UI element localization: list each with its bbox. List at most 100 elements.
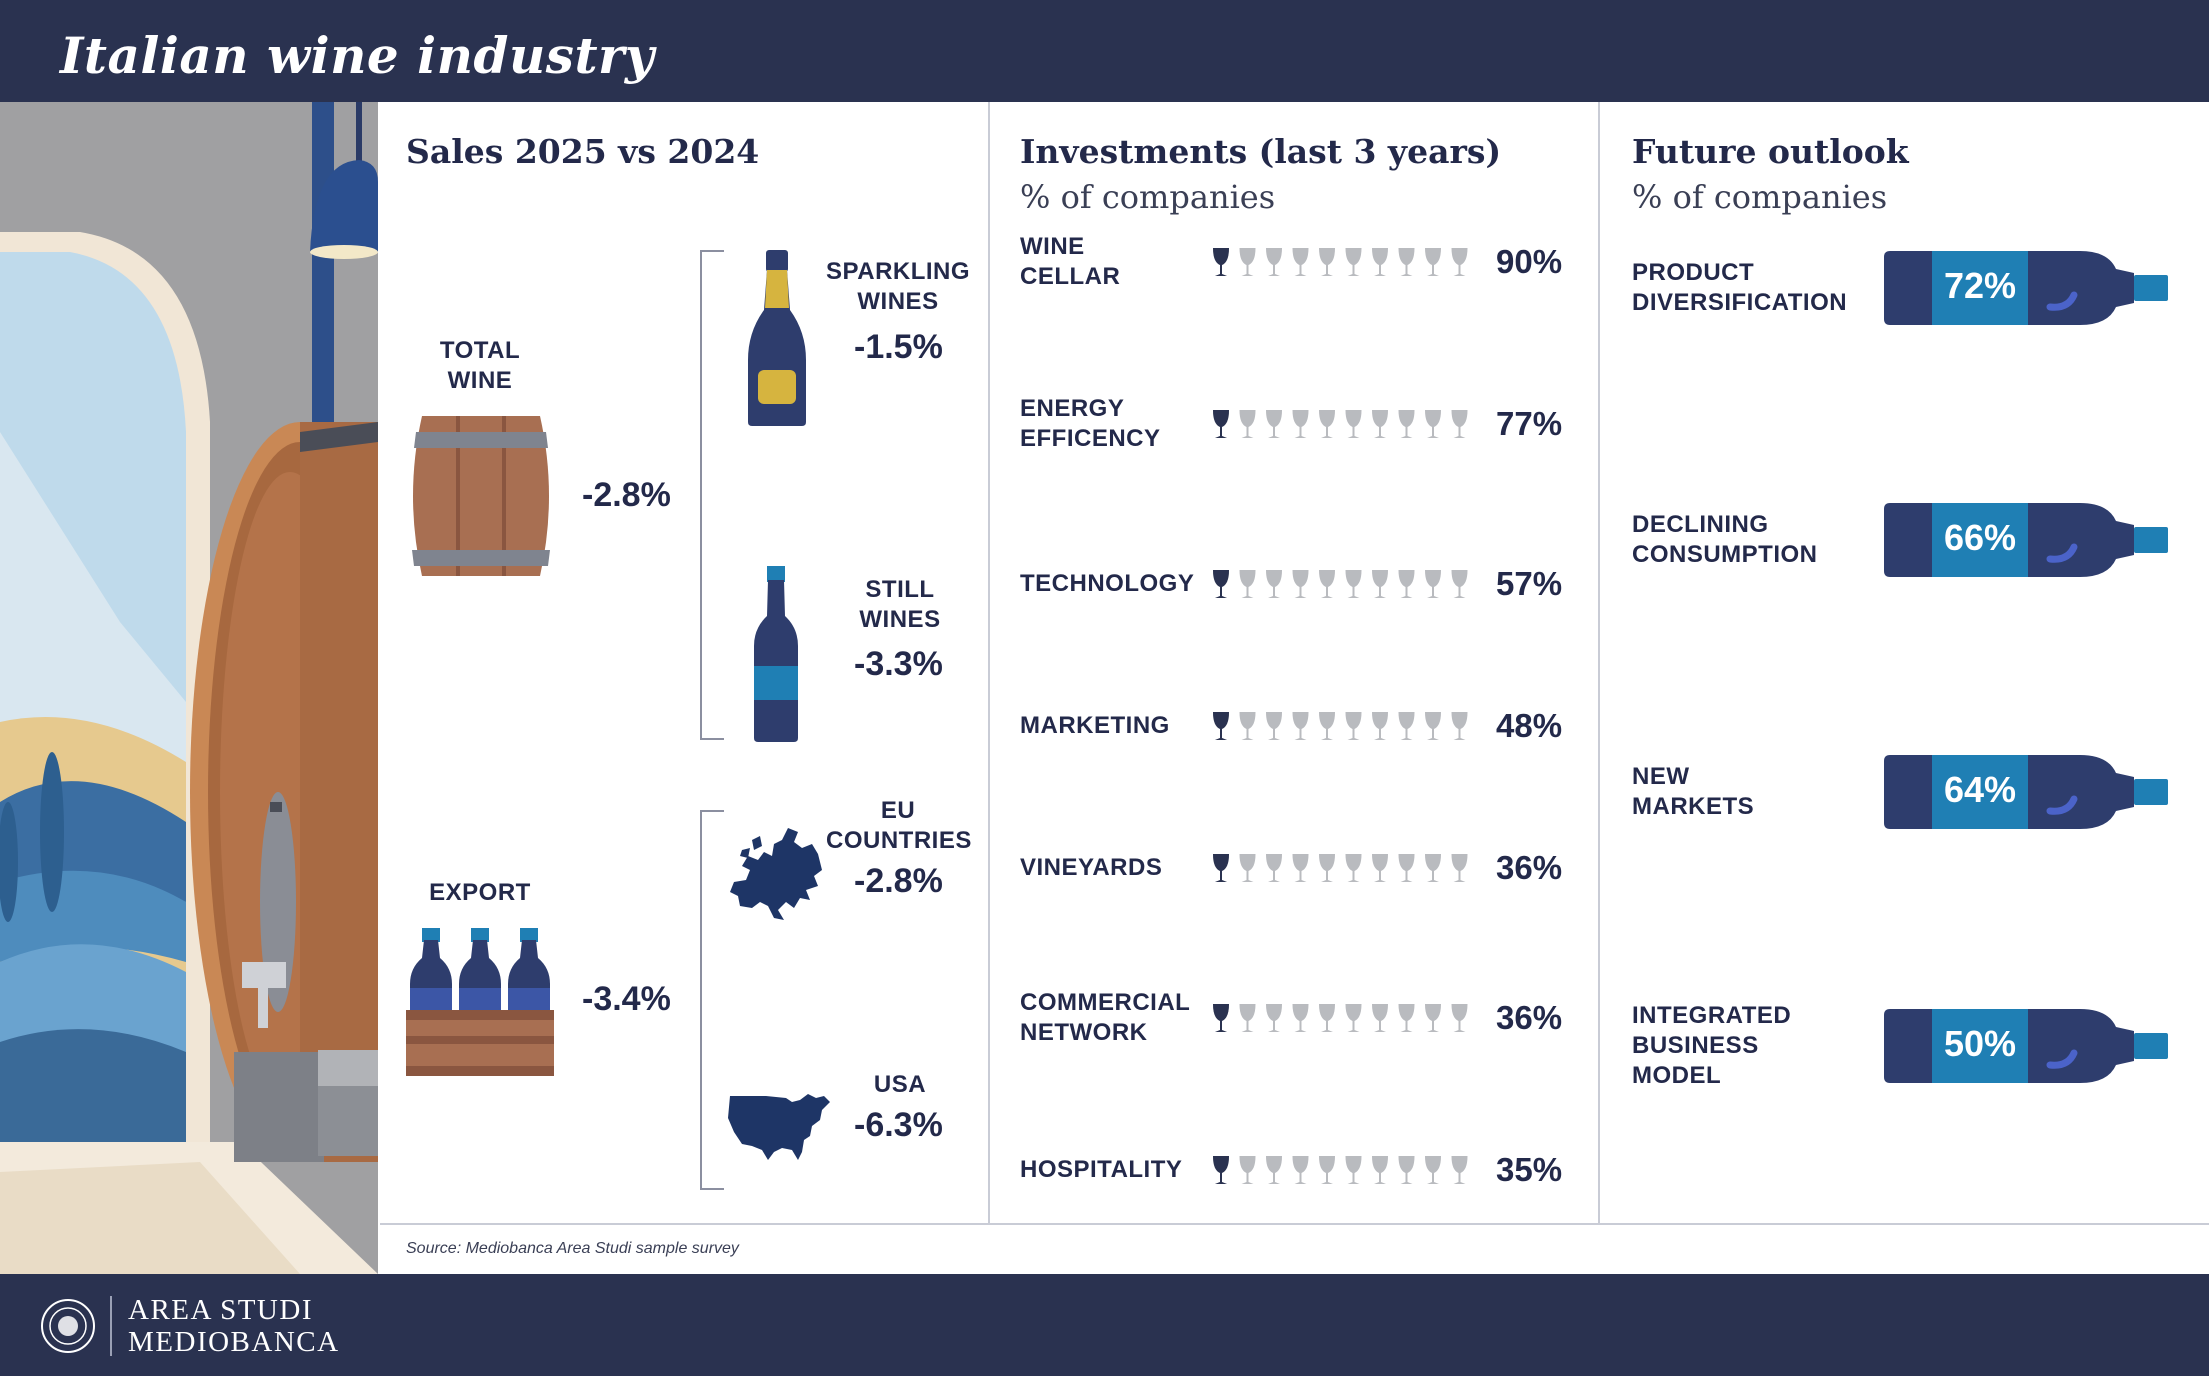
glass-mark (1345, 410, 1362, 438)
glass-mark (1451, 1004, 1468, 1032)
usa-label: USA (873, 1071, 927, 1098)
glass-mark (1319, 854, 1335, 882)
glass-mark (1239, 1004, 1256, 1032)
header-bar: Italian wine industry (0, 0, 2209, 102)
glass-mark (1345, 570, 1362, 598)
barrel-icon (412, 416, 550, 576)
glass-mark (1266, 1004, 1282, 1032)
wine-glass-pictogram (1213, 1004, 1468, 1032)
glass-mark (1425, 1004, 1441, 1032)
glass-mark (1266, 410, 1282, 438)
glass-mark (1372, 248, 1388, 276)
wines-bracket (700, 250, 724, 740)
divider-sales-investments (988, 102, 990, 1224)
outlook-value-label: 64% (1943, 769, 2017, 810)
glass-mark (1345, 712, 1362, 740)
investment-value-label: 57% (1496, 565, 1563, 602)
usa-value: -6.3% (854, 1106, 943, 1144)
glass-mark (1451, 712, 1468, 740)
glass-mark (1266, 712, 1282, 740)
glass-mark (1345, 1004, 1362, 1032)
outlook-label: NEW MARKETS (1632, 763, 1755, 820)
source-note: Source: Mediobanca Area Studi sample sur… (406, 1240, 739, 1257)
investment-value-label: 36% (1496, 849, 1563, 886)
divider-investments-outlook (1598, 102, 1600, 1224)
glass-mark (1398, 712, 1415, 740)
glass-mark (1372, 712, 1388, 740)
glass-mark (1319, 1156, 1335, 1184)
glass-mark (1425, 570, 1441, 598)
sparkling-bottle-icon (748, 250, 806, 426)
outlook-title: Future outlook (1632, 132, 1909, 171)
glass-mark (1372, 1156, 1388, 1184)
glass-mark (1292, 410, 1309, 438)
glass-mark (1239, 410, 1256, 438)
glass-mark (1398, 410, 1415, 438)
total-wine-label: TOTAL WINE (439, 337, 521, 394)
outlook-label: PRODUCT DIVERSIFICATION (1632, 259, 1848, 316)
glass-mark (1451, 570, 1468, 598)
wine-bottle-icon (1884, 755, 2168, 829)
glass-fill-mark (1213, 410, 1229, 438)
glass-mark (1425, 1156, 1441, 1184)
investment-value-label: 90% (1496, 243, 1563, 280)
footer-bar: AREA STUDI MEDIOBANCA (0, 1274, 2209, 1376)
glass-mark (1398, 854, 1415, 882)
footer-brand: AREA STUDI MEDIOBANCA (128, 1294, 340, 1358)
glass-mark (1239, 854, 1256, 882)
investment-label: COMMERCIAL NETWORK (1020, 989, 1191, 1046)
investment-label: HOSPITALITY (1020, 1156, 1183, 1183)
footer-separator (110, 1296, 112, 1356)
glass-fill-mark (1213, 1156, 1229, 1184)
glass-mark (1266, 248, 1282, 276)
investment-label: TECHNOLOGY (1020, 570, 1195, 597)
investment-row: WINE CELLAR 90% (1020, 229, 1580, 295)
still-label: STILL WINES (859, 576, 941, 633)
glass-mark (1345, 854, 1362, 882)
export-label: EXPORT (429, 879, 531, 906)
glass-mark (1239, 712, 1256, 740)
mediobanca-seal-logo (41, 1299, 95, 1353)
glass-mark (1319, 570, 1335, 598)
outlook-label: DECLINING CONSUMPTION (1632, 511, 1818, 568)
glass-mark (1292, 854, 1309, 882)
glass-mark (1345, 1156, 1362, 1184)
outlook-value-label: 50% (1943, 1023, 2017, 1064)
export-value: -3.4% (582, 980, 671, 1018)
export-bracket (700, 810, 724, 1190)
investment-row: COMMERCIAL NETWORK 36% (1020, 985, 1580, 1051)
glass-mark (1239, 570, 1256, 598)
total-wine-value: -2.8% (582, 476, 671, 514)
wine-bottle-icon (1884, 251, 2168, 325)
glass-mark (1319, 248, 1335, 276)
europe-map-icon (730, 828, 822, 920)
glass-mark (1319, 1004, 1335, 1032)
glass-mark (1239, 248, 1256, 276)
investment-label: WINE CELLAR (1020, 233, 1121, 290)
still-value: -3.3% (854, 645, 943, 683)
investment-row: HOSPITALITY 35% (1020, 1137, 1580, 1203)
investments-subtitle: % of companies (1020, 178, 1276, 216)
glass-mark (1266, 570, 1282, 598)
investment-value-label: 36% (1496, 999, 1563, 1036)
outlook-row: NEW MARKETS 64% (1632, 747, 2192, 837)
investment-value-label: 48% (1496, 707, 1563, 744)
glass-mark (1451, 248, 1468, 276)
outlook-label: INTEGRATED BUSINESS MODEL (1632, 1002, 1792, 1089)
glass-mark (1398, 248, 1415, 276)
glass-fill-mark (1213, 854, 1229, 882)
glass-mark (1451, 1156, 1468, 1184)
glass-mark (1266, 1156, 1282, 1184)
glass-mark (1292, 570, 1309, 598)
investment-row: TECHNOLOGY 57% (1020, 551, 1580, 617)
glass-mark (1292, 248, 1309, 276)
glass-mark (1239, 1156, 1256, 1184)
outlook-row: DECLINING CONSUMPTION 66% (1632, 495, 2192, 585)
investment-row: MARKETING 48% (1020, 693, 1580, 759)
glass-mark (1398, 570, 1415, 598)
still-bottle-icon (754, 566, 798, 742)
sparkling-label: SPARKLING WINES (826, 258, 971, 315)
page-title: Italian wine industry (60, 26, 655, 85)
glass-fill-mark (1213, 570, 1229, 598)
glass-mark (1398, 1004, 1415, 1032)
